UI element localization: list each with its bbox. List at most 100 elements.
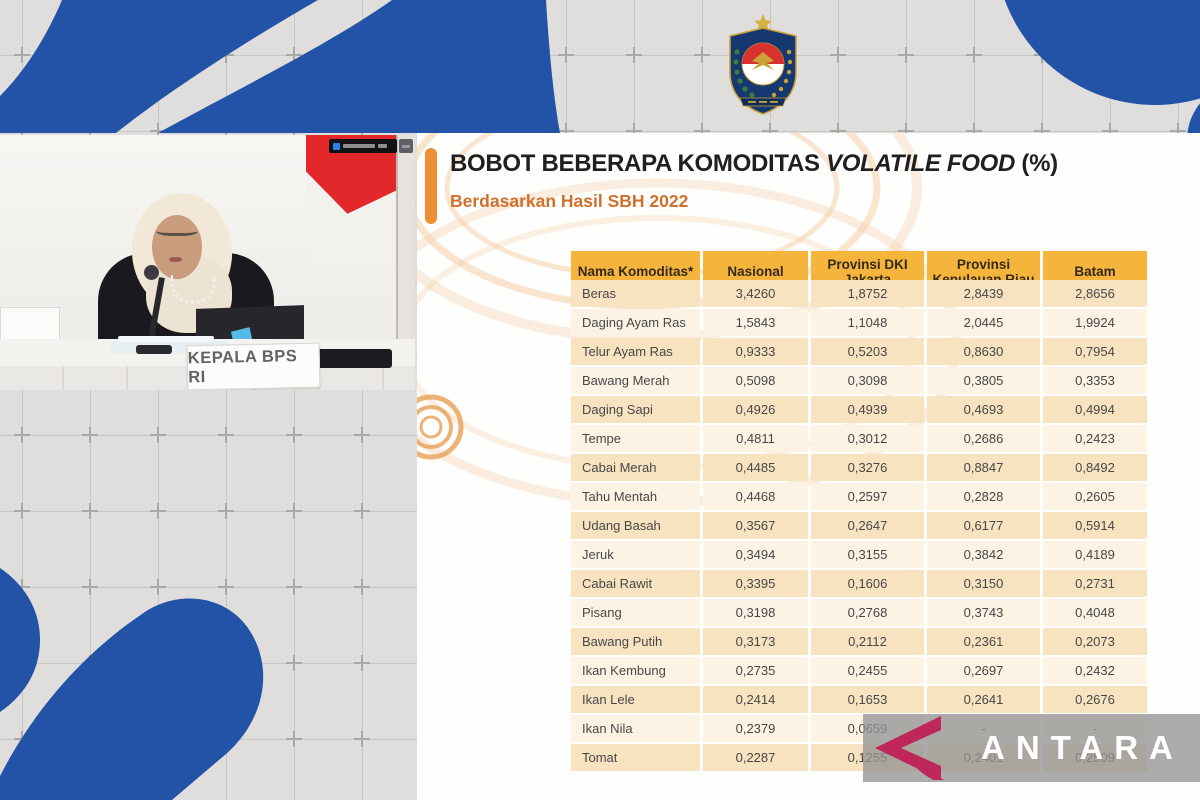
commodity-weights-table: Nama Komoditas* Nasional Provinsi DKI Ja… [571, 251, 1147, 771]
value-cell: 0,3098 [811, 367, 924, 394]
value-cell: 0,3150 [927, 570, 1040, 597]
commodity-name-cell: Bawang Merah [571, 367, 700, 394]
value-cell: 0,2647 [811, 512, 924, 539]
kemendagri-emblem-icon [729, 14, 797, 115]
value-cell: 0,5098 [703, 367, 808, 394]
value-cell: 0,2605 [1043, 483, 1147, 510]
value-cell: 3,4260 [703, 280, 808, 307]
value-cell: 0,2455 [811, 657, 924, 684]
video-options-button[interactable] [399, 139, 413, 153]
antara-wordmark: ANTARA [981, 729, 1184, 766]
value-cell: 2,8656 [1043, 280, 1147, 307]
speaker-glasses [156, 224, 198, 236]
value-cell: 0,4468 [703, 483, 808, 510]
commodity-name-cell: Udang Basah [571, 512, 700, 539]
slide-title-suffix: (%) [1021, 150, 1058, 177]
value-cell: 0,3842 [927, 541, 1040, 568]
value-cell: 0,2676 [1043, 686, 1147, 713]
commodity-name-cell: Cabai Merah [571, 454, 700, 481]
value-cell: 0,2597 [811, 483, 924, 510]
speaker-video-feed: KEPALA BPS RI [0, 135, 415, 390]
value-cell: 0,8492 [1043, 454, 1147, 481]
speaker-nameplate: KEPALA BPS RI [186, 342, 321, 390]
value-cell: 0,2768 [811, 599, 924, 626]
value-cell: 0,4485 [703, 454, 808, 481]
value-cell: 0,2379 [703, 715, 808, 742]
value-cell: 0,3494 [703, 541, 808, 568]
value-cell: 0,2423 [1043, 425, 1147, 452]
value-cell: 0,3743 [927, 599, 1040, 626]
value-cell: 0,1606 [811, 570, 924, 597]
commodity-name-cell: Jeruk [571, 541, 700, 568]
slide-title-main: BOBOT BEBERAPA KOMODITAS [450, 150, 820, 177]
title-accent-bar [425, 148, 437, 224]
value-cell: 0,1653 [811, 686, 924, 713]
value-cell: 0,2641 [927, 686, 1040, 713]
value-cell: 0,8847 [927, 454, 1040, 481]
value-cell: 0,4994 [1043, 396, 1147, 423]
value-cell: 0,2414 [703, 686, 808, 713]
commodity-name-cell: Tomat [571, 744, 700, 771]
value-cell: 2,0445 [927, 309, 1040, 336]
value-cell: 0,2073 [1043, 628, 1147, 655]
value-cell: 0,3155 [811, 541, 924, 568]
value-cell: 0,8630 [927, 338, 1040, 365]
commodity-name-cell: Ikan Kembung [571, 657, 700, 684]
value-cell: 0,4811 [703, 425, 808, 452]
commodity-name-cell: Telur Ayam Ras [571, 338, 700, 365]
value-cell: 0,2731 [1043, 570, 1147, 597]
value-cell: 0,3012 [811, 425, 924, 452]
pearl-necklace [170, 275, 216, 304]
commodity-name-cell: Bawang Putih [571, 628, 700, 655]
value-cell: 0,3173 [703, 628, 808, 655]
speaker-lips [169, 257, 182, 262]
slide-title-italic: VOLATILE FOOD [826, 150, 1016, 177]
desk-equipment [312, 349, 392, 368]
value-cell: 0,4189 [1043, 541, 1147, 568]
value-cell: 0,3353 [1043, 367, 1147, 394]
value-cell: 0,5914 [1043, 512, 1147, 539]
antara-logo-icon [875, 716, 946, 780]
value-cell: 2,8439 [927, 280, 1040, 307]
value-cell: 1,5843 [703, 309, 808, 336]
commodity-name-cell: Daging Sapi [571, 396, 700, 423]
value-cell: 0,2432 [1043, 657, 1147, 684]
commodity-name-cell: Daging Ayam Ras [571, 309, 700, 336]
value-cell: 0,2361 [927, 628, 1040, 655]
value-cell: 0,9333 [703, 338, 808, 365]
value-cell: 0,3198 [703, 599, 808, 626]
slide-title: BOBOT BEBERAPA KOMODITAS VOLATILE FOOD (… [450, 150, 1190, 178]
commodity-name-cell: Beras [571, 280, 700, 307]
presentation-slide: BOBOT BEBERAPA KOMODITAS VOLATILE FOOD (… [417, 133, 1200, 800]
value-cell: 0,3276 [811, 454, 924, 481]
commodity-name-cell: Ikan Nila [571, 715, 700, 742]
value-cell: 0,4926 [703, 396, 808, 423]
microphone-foam [144, 265, 159, 280]
value-cell: 0,4939 [811, 396, 924, 423]
commodity-name-cell: Pisang [571, 599, 700, 626]
commodity-name-cell: Tahu Mentah [571, 483, 700, 510]
value-cell: 0,5203 [811, 338, 924, 365]
participant-name-label [329, 139, 397, 153]
commodity-name-cell: Tempe [571, 425, 700, 452]
value-cell: 1,8752 [811, 280, 924, 307]
value-cell: 0,3567 [703, 512, 808, 539]
antara-watermark: ANTARA [863, 714, 1200, 782]
commodity-name-cell: Cabai Rawit [571, 570, 700, 597]
commodity-name-cell: Ikan Lele [571, 686, 700, 713]
value-cell: 0,3805 [927, 367, 1040, 394]
papers [118, 336, 214, 342]
value-cell: 0,2697 [927, 657, 1040, 684]
value-cell: 0,4693 [927, 396, 1040, 423]
value-cell: 0,4048 [1043, 599, 1147, 626]
value-cell: 0,2735 [703, 657, 808, 684]
value-cell: 0,2112 [811, 628, 924, 655]
video-mute-icon [333, 142, 340, 150]
wall-corner [396, 135, 415, 390]
slide-subtitle: Berdasarkan Hasil SBH 2022 [450, 191, 689, 211]
value-cell: 0,7954 [1043, 338, 1147, 365]
value-cell: 0,2828 [927, 483, 1040, 510]
value-cell: 1,9924 [1043, 309, 1147, 336]
